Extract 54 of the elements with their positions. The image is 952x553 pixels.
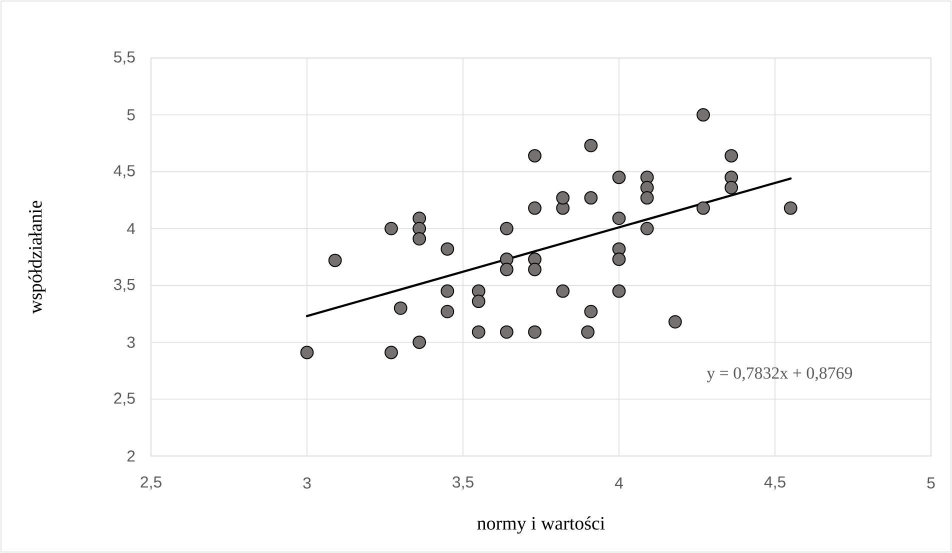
point <box>584 191 598 205</box>
point <box>640 222 654 236</box>
point <box>440 304 454 318</box>
point <box>500 262 514 276</box>
point <box>556 191 570 205</box>
x-tick-label: 2,5 <box>140 476 162 490</box>
point <box>440 242 454 256</box>
point <box>384 346 398 360</box>
point <box>724 149 738 162</box>
point <box>300 346 314 360</box>
point <box>581 325 595 339</box>
point <box>440 284 454 298</box>
point <box>472 325 486 339</box>
y-tick-label: 2,5 <box>114 392 135 406</box>
y-tick-label: 3 <box>127 336 135 348</box>
x-tick-label: 4,5 <box>764 476 786 490</box>
annotation: y = 0,7832x + 0,8769 <box>706 367 852 382</box>
point <box>556 284 570 298</box>
y-tick-label: 2 <box>127 450 135 462</box>
point <box>612 284 626 298</box>
point <box>500 222 514 236</box>
point <box>328 254 342 268</box>
y-tick-label: 4 <box>126 223 136 234</box>
y-tick-label: 5 <box>127 109 135 120</box>
point <box>528 201 542 215</box>
point <box>472 294 486 308</box>
point <box>696 108 710 122</box>
point <box>668 315 682 329</box>
y-axis-title: współdziałanie <box>28 200 46 314</box>
point <box>528 262 542 276</box>
point <box>612 212 626 226</box>
x-tick-label: 4 <box>614 478 623 488</box>
point <box>640 191 654 205</box>
point <box>528 149 542 162</box>
point <box>384 222 398 236</box>
point <box>584 138 598 152</box>
point <box>500 325 514 339</box>
point <box>412 336 426 349</box>
y-tick-label: 3,5 <box>114 278 135 292</box>
point <box>528 325 542 339</box>
x-axis-title: normy i wartości <box>477 516 605 534</box>
point <box>724 180 738 194</box>
y-tick-label: 4,5 <box>114 165 135 178</box>
point <box>412 232 426 246</box>
point <box>696 201 710 215</box>
x-tick-label: 5 <box>927 477 935 489</box>
x-tick-label: 3,5 <box>452 476 474 490</box>
point <box>394 301 408 315</box>
point <box>584 304 598 318</box>
point <box>612 252 626 266</box>
point <box>612 170 626 184</box>
x-tick-label: 3 <box>303 477 311 489</box>
point <box>784 201 798 215</box>
y-tick-label: 5,5 <box>114 51 135 64</box>
